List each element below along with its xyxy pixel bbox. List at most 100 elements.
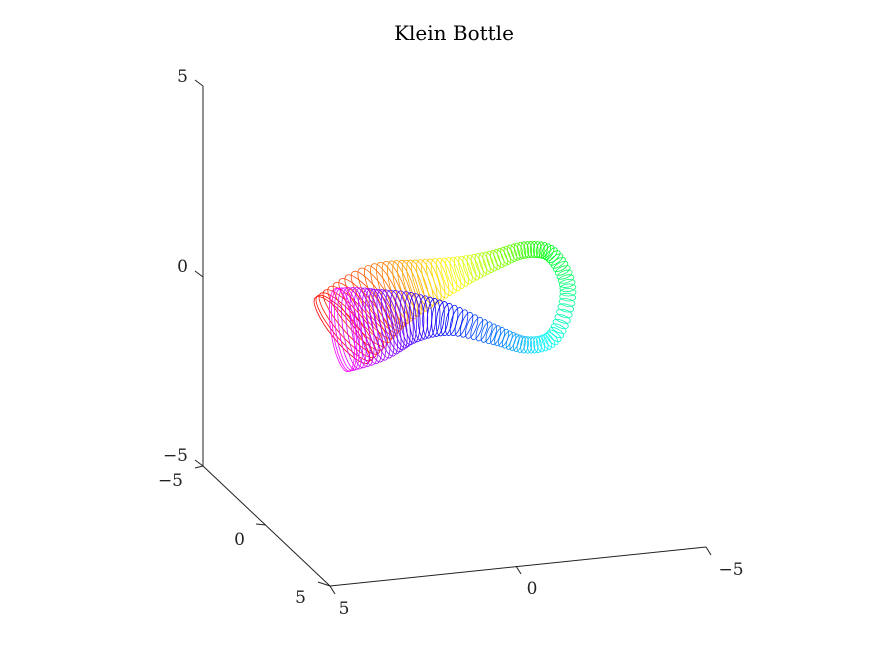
surface-ring bbox=[413, 294, 429, 341]
surface-ring bbox=[548, 253, 564, 266]
z-tick-mark-bottom bbox=[194, 459, 204, 467]
surface-ring bbox=[523, 241, 533, 259]
surface-ring bbox=[533, 241, 542, 258]
surface-ring bbox=[559, 288, 577, 297]
z-tick-label-bottom: −5 bbox=[163, 446, 188, 466]
surface-ring bbox=[445, 257, 462, 292]
surface-ring bbox=[557, 274, 575, 284]
surface-ring bbox=[536, 335, 546, 353]
surface-ring bbox=[526, 241, 536, 259]
surface-ring bbox=[381, 260, 411, 325]
surface-ring bbox=[538, 242, 548, 259]
y-tick-mark-mid bbox=[255, 523, 267, 526]
surface-ring bbox=[470, 316, 484, 340]
surface-ring bbox=[475, 319, 488, 342]
surface-ring bbox=[376, 289, 402, 355]
surface-ring bbox=[315, 294, 374, 362]
surface-ring bbox=[474, 253, 488, 277]
surface-ring bbox=[545, 331, 559, 346]
surface-ring bbox=[470, 253, 484, 279]
surface-ring bbox=[449, 307, 464, 337]
surface-ring bbox=[513, 242, 524, 260]
surface-ring bbox=[458, 255, 473, 285]
surface-ring bbox=[554, 314, 571, 324]
surface-ring bbox=[536, 241, 545, 259]
z-tick-label-top: 5 bbox=[177, 67, 188, 87]
y-tick-mark-top bbox=[194, 465, 204, 469]
surface-ring bbox=[435, 257, 454, 297]
y-tick-label-mid: 0 bbox=[234, 530, 245, 550]
surface-ring bbox=[485, 323, 497, 344]
surface-ring bbox=[392, 260, 418, 320]
surface-ring bbox=[449, 256, 466, 289]
surface-ring bbox=[445, 304, 459, 336]
surface-ring bbox=[406, 259, 430, 312]
surface-ring bbox=[517, 241, 527, 260]
surface-ring bbox=[541, 334, 552, 350]
surface-ring bbox=[559, 283, 577, 293]
surface-ring bbox=[530, 336, 539, 354]
surface-ring bbox=[556, 269, 573, 280]
surface-ring bbox=[422, 296, 437, 339]
surface-ring bbox=[547, 329, 562, 343]
surface-ring bbox=[493, 249, 505, 269]
surface-ring bbox=[462, 255, 477, 283]
surface-ring bbox=[401, 259, 426, 315]
x-tick-mark-mid bbox=[515, 565, 522, 575]
z-tick-label-mid: 0 bbox=[177, 257, 188, 277]
surface-ring bbox=[556, 308, 573, 319]
y-tick-label-bottom: 5 bbox=[295, 588, 306, 608]
surface-ring bbox=[349, 287, 375, 367]
z-tick-mark-mid bbox=[194, 270, 204, 278]
surface-ring bbox=[440, 302, 454, 336]
surface-ring bbox=[507, 244, 518, 262]
surface-ring bbox=[408, 293, 425, 343]
surface-ring bbox=[345, 287, 371, 369]
surface-ring bbox=[503, 245, 515, 264]
surface-ring bbox=[494, 327, 506, 347]
surface-ring bbox=[361, 287, 387, 363]
surface-ring bbox=[538, 335, 549, 352]
chart-title: Klein Bottle bbox=[394, 21, 514, 45]
surface-ring bbox=[417, 295, 433, 340]
surface-ring bbox=[513, 334, 523, 352]
surface-ring bbox=[520, 336, 529, 354]
surface-ring bbox=[557, 303, 575, 313]
surface-ring bbox=[440, 257, 458, 294]
surface-ring bbox=[552, 318, 569, 330]
surface-ring bbox=[490, 325, 502, 346]
surface-ring bbox=[466, 254, 481, 281]
surface-ring bbox=[435, 301, 450, 337]
surface-ring bbox=[554, 265, 571, 276]
surface-ring bbox=[516, 335, 526, 353]
surface-ring bbox=[510, 243, 521, 261]
surface-ring bbox=[333, 287, 360, 372]
surface-ring bbox=[353, 287, 379, 366]
y-tick-label-top: −5 bbox=[158, 471, 183, 491]
surface-ring bbox=[500, 246, 512, 265]
surface-ring bbox=[543, 333, 556, 348]
surface-ring bbox=[520, 241, 530, 259]
surface-ring bbox=[482, 251, 495, 273]
surface-ring bbox=[533, 336, 542, 353]
surface-ring bbox=[559, 292, 577, 302]
surface-ring bbox=[372, 289, 399, 357]
surface-ring bbox=[465, 314, 479, 339]
surface-ring bbox=[543, 245, 555, 261]
surface-ring bbox=[551, 256, 566, 269]
x-tick-label-mid: 0 bbox=[527, 579, 538, 599]
surface-ring bbox=[341, 287, 367, 370]
surface-ring bbox=[328, 288, 356, 372]
x-tick-mark-right bbox=[705, 546, 712, 556]
surface-ring bbox=[496, 248, 508, 267]
surface-ring bbox=[431, 299, 445, 337]
surface-ring bbox=[453, 256, 469, 287]
surface-ring bbox=[478, 252, 491, 275]
x-tick-label-left: 5 bbox=[339, 599, 350, 619]
x-axis-line bbox=[329, 546, 707, 587]
surface-ring bbox=[523, 336, 532, 354]
surface-ring bbox=[545, 247, 558, 262]
surface-ring bbox=[529, 240, 539, 258]
y-tick-mark-bottom bbox=[317, 581, 331, 587]
